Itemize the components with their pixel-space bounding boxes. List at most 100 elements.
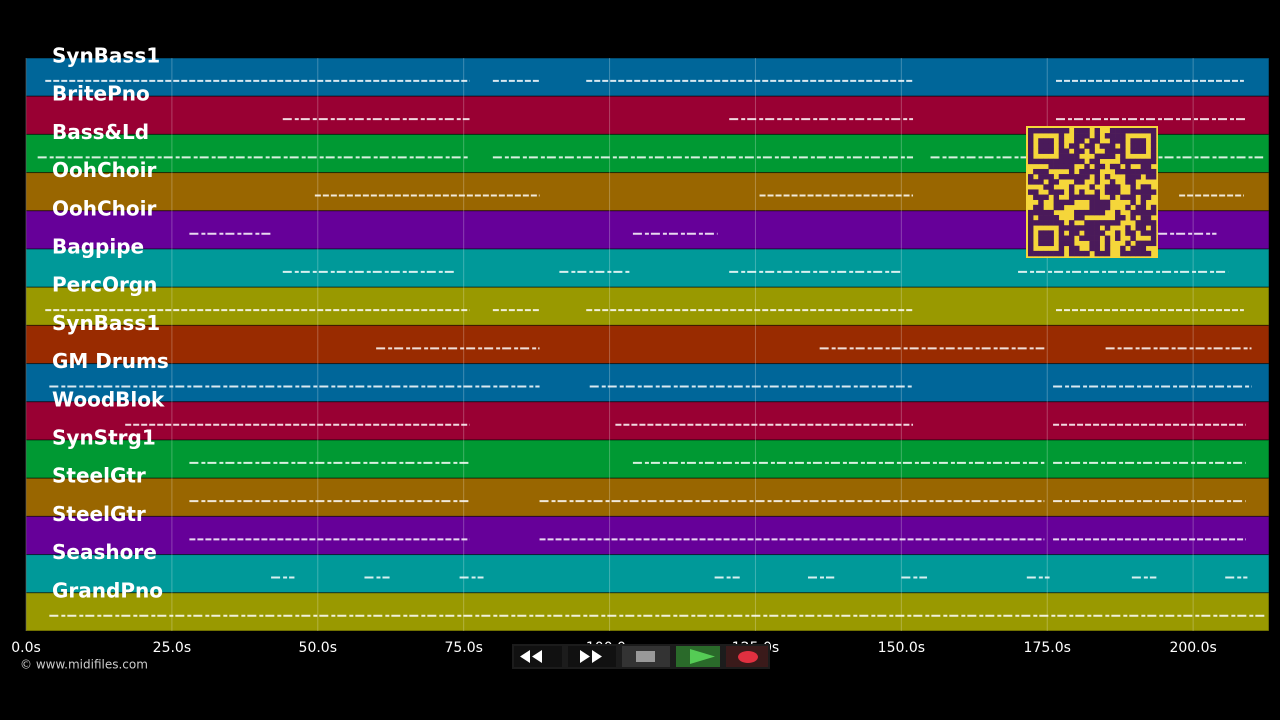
qr-cell [1084,194,1090,200]
qr-cell [1043,158,1049,165]
qr-cell [1048,230,1054,236]
qr-cell [1094,230,1100,236]
qr-cell [1058,240,1065,247]
qr-cell [1089,138,1095,144]
qr-cell [1038,158,1044,165]
qr-cell [1104,153,1111,160]
qr-cell [1109,179,1116,185]
qr-cell [1125,194,1131,200]
grid [25,58,1194,631]
x-tick-label: 150.0s [878,640,925,656]
qr-cell [1068,168,1075,175]
qr-cell [1048,158,1054,165]
qr-cell [1038,128,1044,134]
qr-cell [1089,199,1095,206]
stop-button[interactable] [622,646,670,667]
qr-cell [1145,194,1152,200]
qr-cell [1084,174,1090,180]
qr-cell [1074,153,1080,160]
qr-cell [1038,240,1044,247]
qr-cell [1079,235,1085,241]
qr-cell [1094,245,1100,252]
qr-cell [1145,230,1152,236]
qr-cell [1140,209,1147,216]
qr-cell [1084,163,1090,170]
qr-cell [1109,138,1116,144]
qr-cell [1140,225,1147,231]
qr-cell [1150,138,1157,144]
qr-cell [1043,174,1049,180]
qr-cell [1053,158,1060,165]
qr-cell [1130,245,1136,252]
qr-cell [1043,184,1049,190]
qr-cell [1089,184,1095,190]
qr-cell [1140,143,1147,149]
qr-cell [1109,133,1116,139]
qr-cell [1043,143,1049,149]
qr-cell [1104,240,1111,247]
track-band [25,515,1270,556]
track-label: GM Drums [52,349,169,373]
qr-cell [1140,138,1147,144]
qr-cell [1074,148,1080,154]
qr-cell [1058,163,1065,170]
qr-cell [1028,128,1034,134]
qr-cell [1058,235,1065,241]
qr-cell [1033,204,1039,211]
x-tick-label: 200.0s [1169,640,1216,656]
rewind-button[interactable] [514,646,562,667]
qr-cell [1135,225,1141,231]
qr-cell [1109,143,1116,149]
qr-cell [1048,128,1054,134]
qr-cell [1043,148,1049,154]
qr-cell [1079,215,1085,221]
qr-cell [1028,240,1034,247]
qr-cell [1115,184,1121,190]
qr-cell [1120,138,1126,144]
x-tick-label: 175.0s [1024,640,1071,656]
qr-cell [1084,143,1090,149]
qr-cell [1135,143,1141,149]
qr-cell [1058,143,1065,149]
qr-cell [1028,245,1034,252]
qr-cell [1038,235,1044,241]
qr-cell [1115,138,1121,144]
qr-cell [1089,230,1095,236]
qr-cell [1033,179,1039,185]
qr-cell [1028,138,1034,144]
qr-cell [1053,250,1060,257]
forward-icon [580,650,602,663]
play-button[interactable] [676,646,720,667]
qr-cell [1104,245,1111,252]
qr-cell [1079,138,1085,144]
qr-cell [1068,220,1075,226]
qr-cell [1125,179,1131,185]
qr-cell [1038,204,1044,211]
qr-cell [1084,220,1090,226]
qr-cell [1109,128,1116,134]
qr-cell [1043,168,1049,175]
qr-cell [1094,235,1100,241]
qr-cell [1053,204,1060,211]
qr-cell [1145,209,1152,216]
qr-cell [1033,189,1039,195]
qr-cell [1084,235,1090,241]
qr-cell [1094,133,1100,139]
qr-cell [1053,220,1060,226]
record-button[interactable] [726,646,768,667]
track-label: Bagpipe [52,235,144,259]
qr-cell [1058,230,1065,236]
qr-cell [1145,168,1152,175]
forward-button[interactable] [568,646,616,667]
qr-cell [1120,153,1126,160]
qr-cell [1094,168,1100,175]
qr-cell [1099,163,1106,170]
qr-cell [1074,215,1080,221]
qr-cell [1084,230,1090,236]
qr-cell [1058,138,1065,144]
qr-cell [1028,235,1034,241]
qr-cell [1053,199,1060,206]
qr-code [1026,126,1158,258]
qr-cell [1104,189,1111,195]
qr-cell [1130,128,1136,134]
